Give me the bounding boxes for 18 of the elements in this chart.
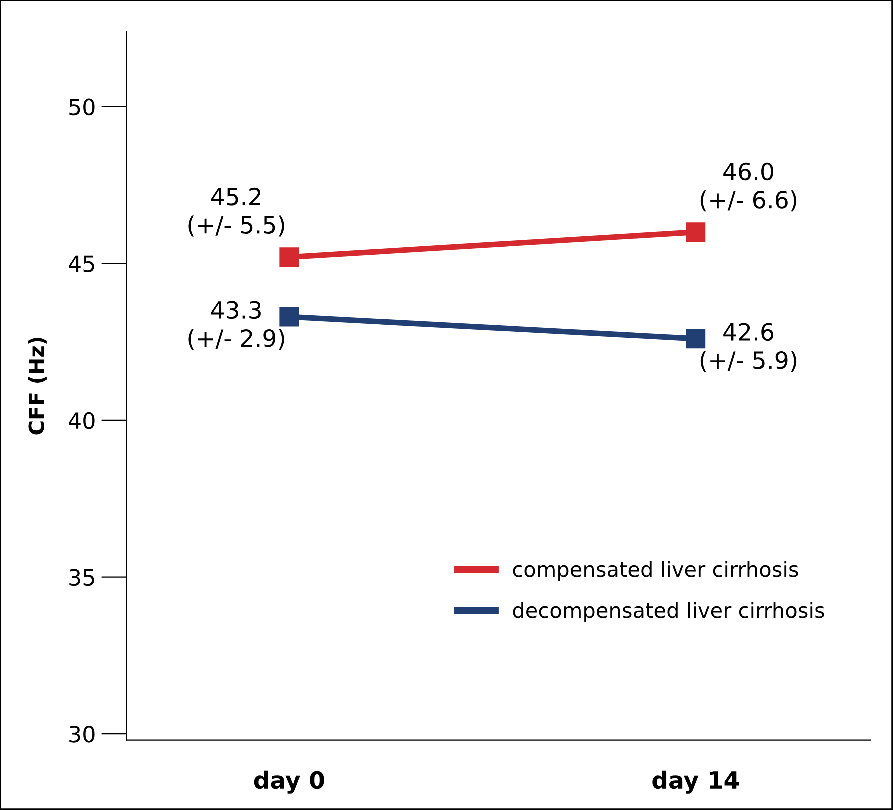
point	[686, 329, 706, 349]
legend-label: compensated liver cirrhosis	[513, 561, 798, 582]
y-tick-label: 30	[70, 726, 95, 743]
y-axis-title: CFF (Hz)	[28, 338, 47, 435]
legend-label: decompensated liver cirrhosis	[513, 602, 824, 622]
point	[686, 222, 706, 242]
y-tick-label: 35	[70, 569, 94, 586]
x-tick-label: day 0	[254, 770, 324, 794]
data-label: 42.6 (+/- 5.9)	[700, 323, 797, 372]
y-tick-label: 45	[69, 256, 94, 272]
data-label: 45.2 (+/- 5.5)	[188, 188, 284, 237]
point	[280, 307, 300, 327]
data-label: 46.0 (+/- 6.6)	[700, 162, 797, 212]
y-tick-label: 50	[70, 98, 95, 116]
x-tick-label: day 14	[652, 770, 740, 794]
y-tick-label: 40	[69, 412, 95, 430]
data-label: 43.3 (+/- 2.9)	[188, 301, 284, 350]
point	[280, 248, 300, 268]
